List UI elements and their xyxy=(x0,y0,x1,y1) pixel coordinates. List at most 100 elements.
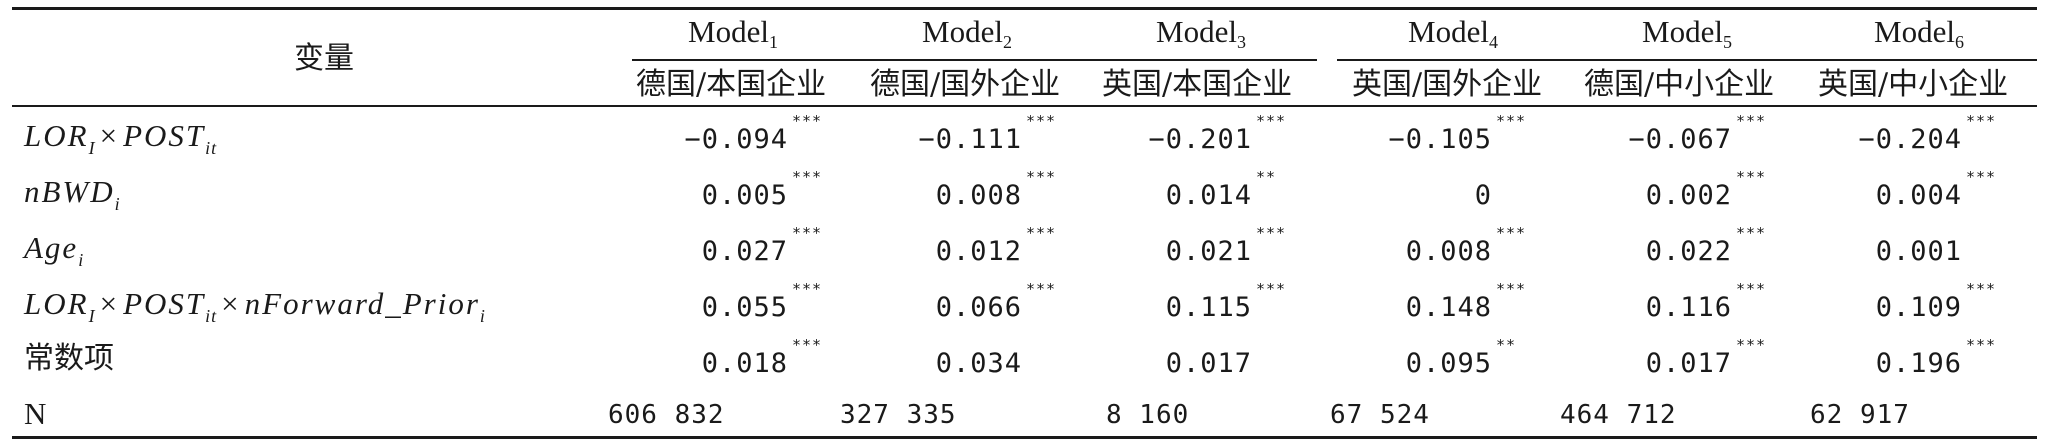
cell-value: −0.067 xyxy=(1628,124,1732,155)
cell-value: 0.109 xyxy=(1875,292,1962,323)
cell-value: 0.008 xyxy=(935,180,1022,211)
variable-lor-x-post: LORI × POSTit xyxy=(24,118,218,158)
cell-value: 0.196 xyxy=(1875,348,1962,379)
n-value: 327 335 xyxy=(840,400,957,430)
table-cell: −0.105 xyxy=(1388,126,1492,153)
model-6-header: Model6 xyxy=(1874,14,1964,52)
cell-value: 0.115 xyxy=(1165,292,1252,323)
significance-stars: *** xyxy=(1736,224,1767,242)
significance-stars: *** xyxy=(792,336,823,354)
table-cell: 0.017 xyxy=(1646,350,1732,377)
cell-value: 0.027 xyxy=(701,236,788,267)
cell-value: 0.095 xyxy=(1405,348,1492,379)
variable-lor-x-post-x-nforward-prior: LORI × POSTit × nForward_Priori xyxy=(24,286,486,326)
table-cell: 0.004 xyxy=(1876,182,1962,209)
n-value: 67 524 xyxy=(1330,400,1430,430)
significance-stars: *** xyxy=(1966,336,1997,354)
table-cell: 0.055 xyxy=(702,294,788,321)
table-cell: 0.008 xyxy=(1406,238,1492,265)
significance-stars: *** xyxy=(1966,168,1997,186)
model-5-header: Model5 xyxy=(1642,14,1732,52)
cell-value: 0.022 xyxy=(1645,236,1732,267)
table-cell: 0.021 xyxy=(1166,238,1252,265)
significance-stars: *** xyxy=(1736,168,1767,186)
table-cell: 0.066 xyxy=(936,294,1022,321)
significance-stars: *** xyxy=(1026,280,1057,298)
table-cell: 0.095 xyxy=(1406,350,1492,377)
significance-stars: *** xyxy=(792,168,823,186)
cell-value: 0.001 xyxy=(1875,236,1962,267)
variable-constant: 常数项 xyxy=(24,341,114,376)
cell-value: −0.204 xyxy=(1858,124,1962,155)
variable-age: Agei xyxy=(24,230,85,270)
table-cell: 0.018 xyxy=(702,350,788,377)
model-2-sample: 德国/国外企业 xyxy=(870,67,1061,102)
table-cell: 0 xyxy=(1475,182,1492,209)
cell-value: 0.148 xyxy=(1405,292,1492,323)
cell-value: 0.012 xyxy=(935,236,1022,267)
significance-stars: *** xyxy=(1026,168,1057,186)
table-cell: 0.027 xyxy=(702,238,788,265)
significance-stars: *** xyxy=(1966,112,1997,130)
cell-value: −0.094 xyxy=(684,124,788,155)
model-3-header: Model3 xyxy=(1156,14,1246,52)
bottom-rule xyxy=(12,436,2037,439)
table-cell: 0.014 xyxy=(1166,182,1252,209)
table-cell: 0.001 xyxy=(1876,238,1962,265)
model-5-sample: 德国/中小企业 xyxy=(1584,67,1775,102)
cell-value: 0.002 xyxy=(1645,180,1732,211)
significance-stars: *** xyxy=(1736,336,1767,354)
table-cell: 0.196 xyxy=(1876,350,1962,377)
table-cell: 0.012 xyxy=(936,238,1022,265)
variable-nbwd: nBWDi xyxy=(24,174,121,214)
cell-value: 0.018 xyxy=(701,348,788,379)
header-midrule-left xyxy=(632,59,1317,61)
model-6-sample: 英国/中小企业 xyxy=(1818,67,2009,102)
cell-value: 0.017 xyxy=(1165,348,1252,379)
table-cell: 0.116 xyxy=(1646,294,1732,321)
cell-value: −0.111 xyxy=(918,124,1022,155)
table-cell: 0.148 xyxy=(1406,294,1492,321)
n-value: 464 712 xyxy=(1560,400,1677,430)
significance-stars: *** xyxy=(792,112,823,130)
table-cell: −0.204 xyxy=(1858,126,1962,153)
table-cell: 0.008 xyxy=(936,182,1022,209)
cell-value: 0.005 xyxy=(701,180,788,211)
model-1-header: Model1 xyxy=(688,14,778,52)
header-midrule-right xyxy=(1337,59,2037,61)
cell-value: −0.105 xyxy=(1388,124,1492,155)
table-cell: 0.017 xyxy=(1166,350,1252,377)
cell-value: 0.004 xyxy=(1875,180,1962,211)
top-rule xyxy=(12,7,2037,10)
significance-stars: *** xyxy=(792,224,823,242)
significance-stars: *** xyxy=(1496,280,1527,298)
cell-value: 0.034 xyxy=(935,348,1022,379)
cell-value: −0.201 xyxy=(1148,124,1252,155)
significance-stars: *** xyxy=(1256,280,1287,298)
model-3-sample: 英国/本国企业 xyxy=(1102,67,1293,102)
table-cell: 0.022 xyxy=(1646,238,1732,265)
table-cell: −0.201 xyxy=(1148,126,1252,153)
significance-stars: *** xyxy=(792,280,823,298)
model-1-sample: 德国/本国企业 xyxy=(636,67,827,102)
significance-stars: ** xyxy=(1496,336,1517,354)
significance-stars: *** xyxy=(1026,112,1057,130)
cell-value: 0.066 xyxy=(935,292,1022,323)
cell-value: 0.055 xyxy=(701,292,788,323)
table-cell: 0.005 xyxy=(702,182,788,209)
significance-stars: *** xyxy=(1736,112,1767,130)
significance-stars: *** xyxy=(1736,280,1767,298)
table-cell: 0.002 xyxy=(1646,182,1732,209)
significance-stars: *** xyxy=(1496,224,1527,242)
table-cell: −0.094 xyxy=(684,126,788,153)
table-cell: 0.115 xyxy=(1166,294,1252,321)
cell-value: 0.008 xyxy=(1405,236,1492,267)
variable-column-header: 变量 xyxy=(294,41,354,76)
n-value: 62 917 xyxy=(1810,400,1910,430)
table-cell: −0.067 xyxy=(1628,126,1732,153)
significance-stars: *** xyxy=(1256,112,1287,130)
table-cell: −0.111 xyxy=(918,126,1022,153)
significance-stars: *** xyxy=(1256,224,1287,242)
significance-stars: ** xyxy=(1256,168,1277,186)
